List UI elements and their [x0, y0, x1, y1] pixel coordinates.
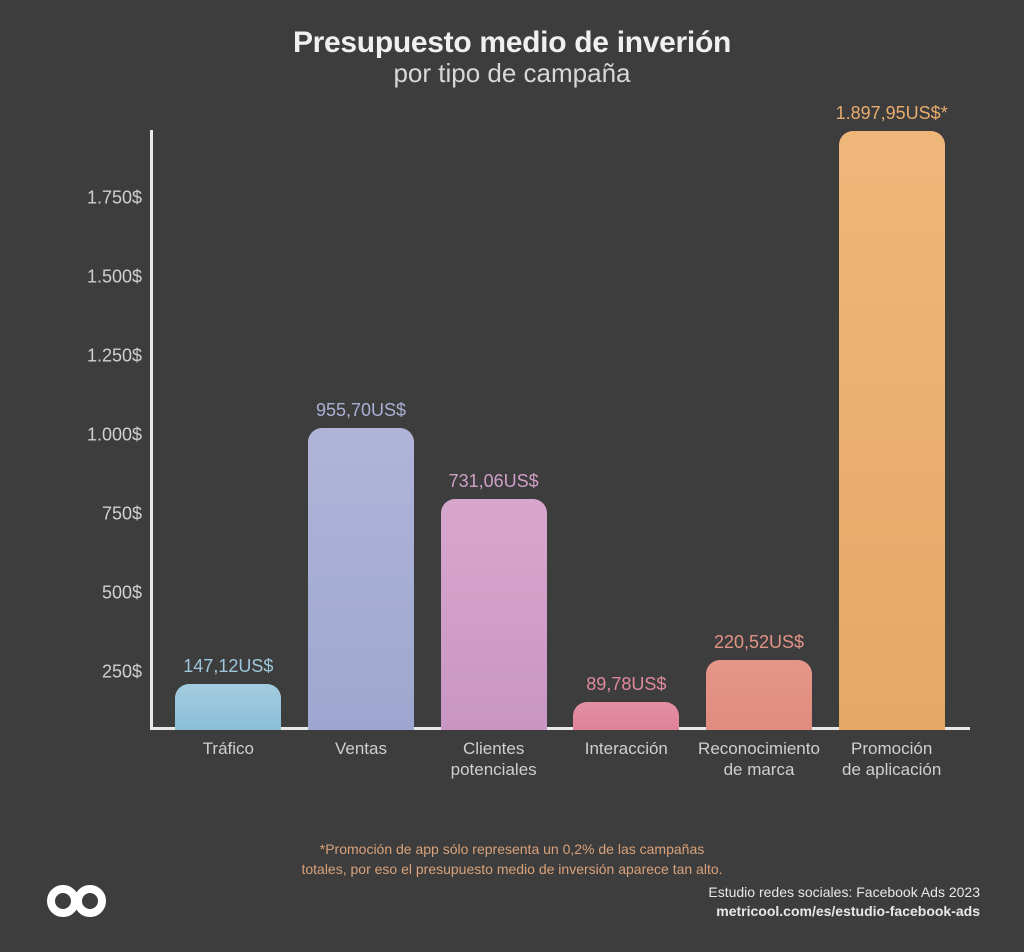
bar-value-label: 731,06US$ — [414, 471, 574, 492]
y-axis-tick: 250$ — [102, 662, 142, 683]
bar — [839, 131, 945, 730]
y-axis-tick: 1.000$ — [87, 425, 142, 446]
y-axis-tick: 750$ — [102, 504, 142, 525]
source-attribution: Estudio redes sociales: Facebook Ads 202… — [708, 883, 980, 922]
bar — [175, 684, 281, 730]
x-axis-category: Promociónde aplicación — [812, 738, 972, 781]
y-axis-tick: 1.250$ — [87, 346, 142, 367]
y-axis-tick: 1.500$ — [87, 267, 142, 288]
bar — [441, 499, 547, 730]
bar-value-label: 147,12US$ — [148, 656, 308, 677]
source-line1: Estudio redes sociales: Facebook Ads 202… — [708, 883, 980, 903]
bar — [573, 702, 679, 730]
footnote-line1: *Promoción de app sólo representa un 0,2… — [0, 840, 1024, 860]
source-line2: metricool.com/es/estudio-facebook-ads — [708, 902, 980, 922]
y-axis-tick: 1.750$ — [87, 188, 142, 209]
chart-title-line1: Presupuesto medio de inverión — [0, 26, 1024, 60]
bar-value-label: 220,52US$ — [679, 632, 839, 653]
chart-title-line2: por tipo de campaña — [0, 58, 1024, 89]
bar — [706, 660, 812, 730]
bar-chart: 250$ 500$ 750$ 1.000$ 1.250$ 1.500$ 1.750$ 147,… — [60, 110, 980, 770]
footnote-line2: totales, por eso el presupuesto medio de… — [0, 860, 1024, 880]
y-axis-tick: 500$ — [102, 583, 142, 604]
brand-logo — [44, 884, 116, 918]
bar-value-label: 89,78US$ — [546, 674, 706, 695]
infinity-icon — [44, 884, 116, 918]
bar-value-label: 1.897,95US$* — [812, 103, 972, 124]
bar — [308, 428, 414, 730]
chart-footnote: *Promoción de app sólo representa un 0,2… — [0, 840, 1024, 879]
chart-title-block: Presupuesto medio de inverión por tipo d… — [0, 0, 1024, 89]
bar-value-label: 955,70US$ — [281, 400, 441, 421]
